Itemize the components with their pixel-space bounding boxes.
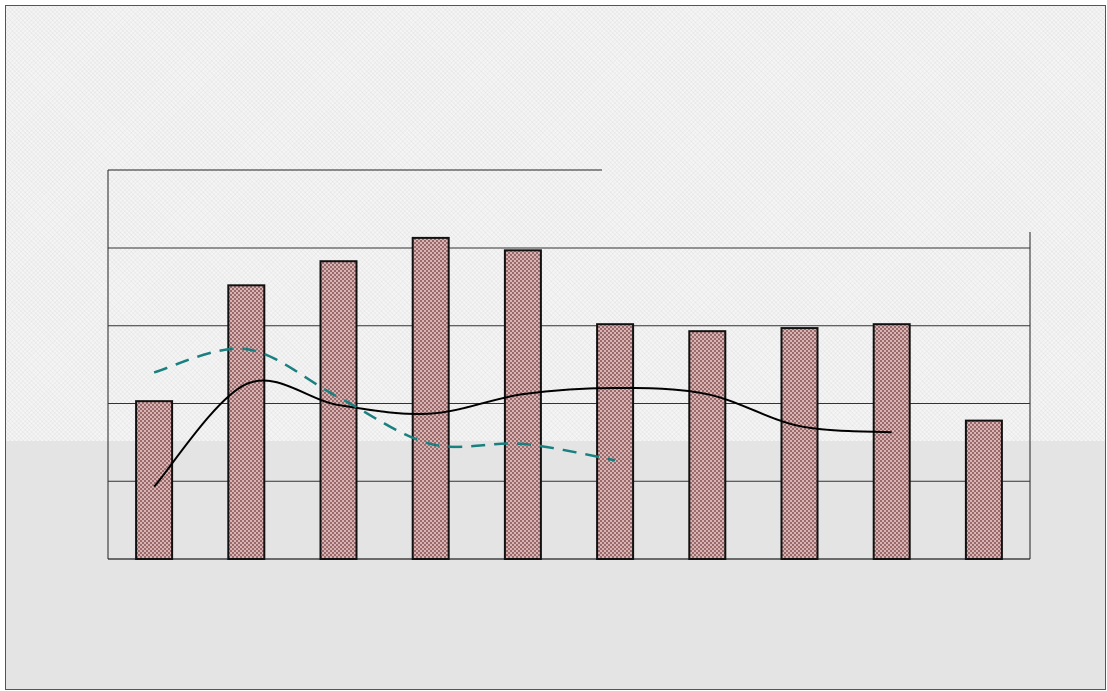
- bar: [411, 236, 450, 561]
- line-solid: [153, 379, 892, 488]
- bar: [872, 323, 911, 560]
- line-dashed: [153, 347, 616, 462]
- bar: [688, 330, 727, 560]
- chart-frame: [5, 5, 1106, 690]
- background-lower: [6, 441, 1105, 689]
- bar: [964, 419, 1003, 561]
- bar: [135, 400, 174, 561]
- bar: [596, 323, 635, 560]
- bar: [319, 260, 358, 560]
- bar: [503, 249, 542, 561]
- bar-series: [135, 236, 1003, 561]
- chart: [107, 169, 1031, 561]
- bar: [227, 284, 266, 560]
- background-upper: [6, 6, 1105, 441]
- line-series: [153, 347, 892, 488]
- bar: [780, 327, 819, 560]
